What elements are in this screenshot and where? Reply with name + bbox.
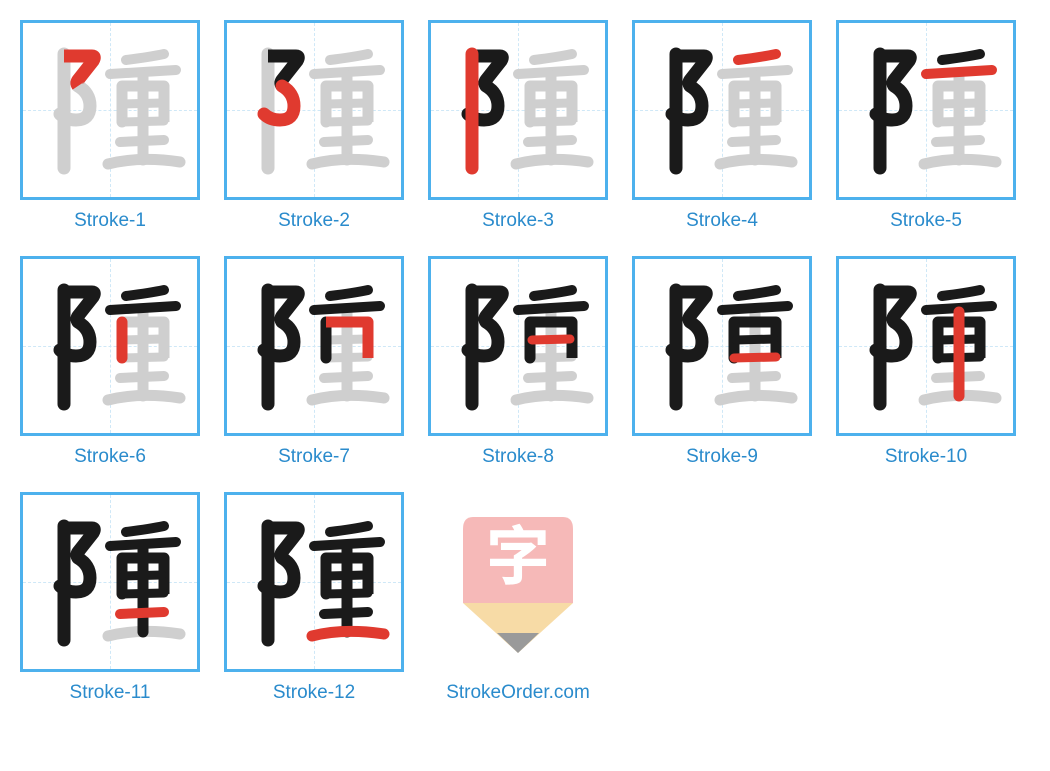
svg-text:字: 字 <box>486 507 550 598</box>
logo-wrap: 字 <box>428 492 608 672</box>
stroke-label: Stroke-12 <box>273 682 355 704</box>
stroke-grid: Stroke-1 Stroke-2 Stroke-3 Stroke-4 Stro… <box>20 20 1030 704</box>
stroke-cell: Stroke-6 <box>20 256 200 468</box>
stroke-box <box>428 20 608 200</box>
stroke-box <box>20 492 200 672</box>
stroke-cell: Stroke-1 <box>20 20 200 232</box>
stroke-cell: Stroke-8 <box>428 256 608 468</box>
stroke-label: Stroke-11 <box>70 682 151 704</box>
stroke-label: Stroke-1 <box>74 210 146 232</box>
stroke-box <box>632 20 812 200</box>
stroke-cell: Stroke-11 <box>20 492 200 704</box>
stroke-cell: Stroke-7 <box>224 256 404 468</box>
stroke-label: Stroke-9 <box>686 446 758 468</box>
site-label: StrokeOrder.com <box>446 682 590 704</box>
stroke-box <box>836 256 1016 436</box>
stroke-label: Stroke-4 <box>686 210 758 232</box>
stroke-cell: Stroke-5 <box>836 20 1016 232</box>
stroke-box <box>224 256 404 436</box>
stroke-label: Stroke-7 <box>278 446 350 468</box>
stroke-label: Stroke-5 <box>890 210 962 232</box>
stroke-cell: Stroke-2 <box>224 20 404 232</box>
logo-cell: 字 StrokeOrder.com <box>428 492 608 704</box>
stroke-box <box>224 20 404 200</box>
stroke-label: Stroke-8 <box>482 446 554 468</box>
stroke-box <box>20 256 200 436</box>
stroke-box <box>20 20 200 200</box>
stroke-box <box>224 492 404 672</box>
logo-icon: 字 <box>453 507 583 657</box>
stroke-cell: Stroke-10 <box>836 256 1016 468</box>
stroke-label: Stroke-2 <box>278 210 350 232</box>
stroke-label: Stroke-6 <box>74 446 146 468</box>
stroke-cell: Stroke-4 <box>632 20 812 232</box>
stroke-cell: Stroke-3 <box>428 20 608 232</box>
stroke-box <box>428 256 608 436</box>
stroke-box <box>632 256 812 436</box>
stroke-cell: Stroke-12 <box>224 492 404 704</box>
stroke-box <box>836 20 1016 200</box>
stroke-cell: Stroke-9 <box>632 256 812 468</box>
stroke-label: Stroke-10 <box>885 446 967 468</box>
stroke-label: Stroke-3 <box>482 210 554 232</box>
